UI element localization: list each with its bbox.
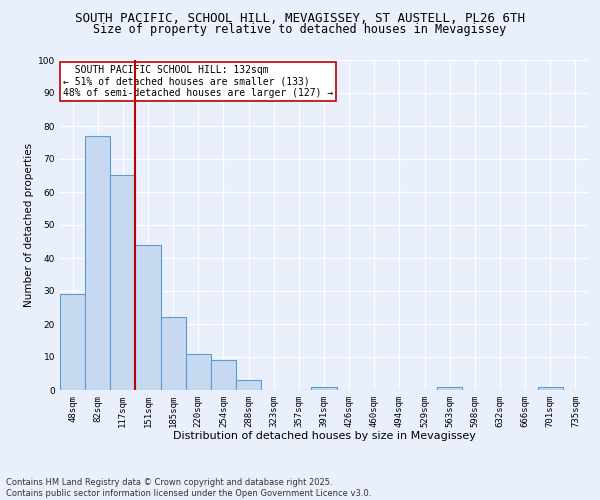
- Y-axis label: Number of detached properties: Number of detached properties: [24, 143, 34, 307]
- Text: SOUTH PACIFIC, SCHOOL HILL, MEVAGISSEY, ST AUSTELL, PL26 6TH: SOUTH PACIFIC, SCHOOL HILL, MEVAGISSEY, …: [75, 12, 525, 26]
- Bar: [311, 386, 337, 390]
- Bar: [60, 294, 85, 390]
- Text: Size of property relative to detached houses in Mevagissey: Size of property relative to detached ho…: [94, 22, 506, 36]
- Bar: [236, 380, 261, 390]
- Bar: [538, 386, 563, 390]
- Text: Contains HM Land Registry data © Crown copyright and database right 2025.
Contai: Contains HM Land Registry data © Crown c…: [6, 478, 371, 498]
- Bar: [85, 136, 110, 390]
- Bar: [186, 354, 211, 390]
- Text: SOUTH PACIFIC SCHOOL HILL: 132sqm
← 51% of detached houses are smaller (133)
48%: SOUTH PACIFIC SCHOOL HILL: 132sqm ← 51% …: [62, 65, 333, 98]
- Bar: [437, 386, 462, 390]
- Bar: [136, 245, 161, 390]
- Bar: [211, 360, 236, 390]
- X-axis label: Distribution of detached houses by size in Mevagissey: Distribution of detached houses by size …: [173, 432, 475, 442]
- Bar: [110, 176, 136, 390]
- Bar: [161, 318, 186, 390]
